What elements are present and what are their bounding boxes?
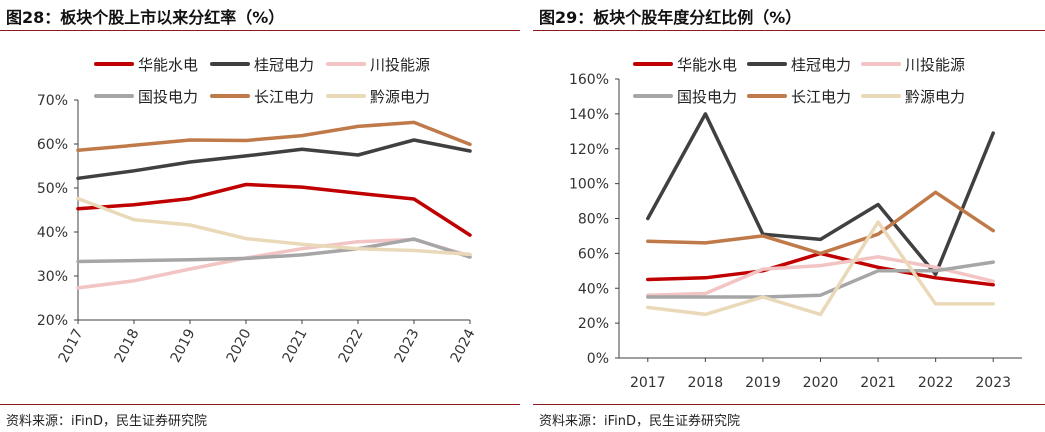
series-line-4: [76, 237, 472, 264]
y-tick-label: 20%: [37, 313, 68, 329]
x-tick-label: 2020: [803, 375, 839, 391]
y-tick-label: 30%: [37, 269, 68, 285]
y-tick-label: 140%: [569, 107, 609, 123]
x-tick-label: 2019: [745, 375, 781, 391]
y-tick-label: 0%: [587, 351, 609, 367]
x-tick-label: 2024: [448, 326, 479, 365]
annual-dividend-ratio-chart: 0% 20% 40% 60% 80% 100% 120% 140% 160% 2017 2018 20…: [569, 56, 1022, 391]
series-line-1: [76, 182, 472, 237]
series-line-2: [646, 112, 995, 277]
chart-title: 图29：板块个股年度分红比例（%）: [539, 8, 802, 27]
legend-label: 川投能源: [905, 56, 965, 74]
x-tick-label: 2023: [392, 326, 423, 365]
series-line-6: [76, 196, 472, 257]
legend-label: 华能水电: [138, 56, 198, 74]
legend-label: 桂冠电力: [254, 56, 314, 74]
y-tick-label: 50%: [37, 181, 68, 197]
legend-label: 长江电力: [254, 88, 314, 106]
x-tick-label: 2017: [56, 326, 87, 365]
source-note: 资料来源：iFinD，民生证券研究院: [539, 414, 741, 429]
series-line-6: [646, 220, 995, 317]
legend-label: 国投电力: [677, 88, 737, 106]
x-tick-label: 2020: [224, 326, 255, 365]
panel-dividend-since-listing: 图28：板块个股上市以来分红率（%） 20% 30% 40% 50% 60% 70% 201…: [0, 0, 520, 432]
series-line-5: [646, 190, 995, 256]
series-line-3: [646, 255, 995, 297]
x-tick-label: 2021: [280, 326, 311, 365]
legend-label: 国投电力: [138, 88, 198, 106]
title-divider: [0, 30, 520, 31]
legend-label: 黔源电力: [370, 88, 430, 106]
y-tick-label: 100%: [569, 177, 609, 193]
panel-annual-dividend-ratio: 图29：板块个股年度分红比例（%） 0% 20% 40% 60% 80% 100% 120%…: [533, 0, 1045, 432]
source-divider: [533, 404, 1045, 405]
x-tick-label: 2018: [112, 326, 143, 365]
x-tick-label: 2023: [975, 375, 1011, 391]
y-tick-label: 40%: [37, 225, 68, 241]
source-note: 资料来源：iFinD，民生证券研究院: [6, 414, 208, 429]
x-tick-label: 2022: [918, 375, 954, 391]
title-divider: [533, 30, 1045, 31]
y-tick-label: 20%: [578, 316, 609, 332]
source-divider: [0, 404, 520, 405]
y-tick-label: 160%: [569, 72, 609, 88]
series-line-4: [646, 260, 995, 299]
legend-label: 华能水电: [677, 56, 737, 74]
legend-label: 川投能源: [370, 56, 430, 74]
y-tick-label: 60%: [578, 246, 609, 262]
legend-label: 桂冠电力: [791, 56, 851, 74]
x-tick-label: 2022: [336, 326, 367, 365]
x-tick-label: 2018: [688, 375, 724, 391]
series-line-2: [76, 138, 472, 181]
x-tick-label: 2021: [860, 375, 896, 391]
y-tick-label: 40%: [578, 281, 609, 297]
chart-title: 图28：板块个股上市以来分红率（%）: [6, 8, 285, 27]
legend-label: 黔源电力: [905, 88, 965, 106]
series-line-3: [76, 237, 472, 290]
y-tick-label: 60%: [37, 137, 68, 153]
x-tick-label: 2017: [630, 375, 666, 391]
dividend-since-listing-chart: 20% 30% 40% 50% 60% 70% 2017 2018 2019 2020 2021 20…: [37, 56, 479, 365]
y-tick-label: 80%: [578, 212, 609, 228]
series-line-5: [76, 120, 472, 152]
y-tick-label: 120%: [569, 142, 609, 158]
x-tick-label: 2019: [168, 326, 199, 365]
y-tick-label: 70%: [37, 93, 68, 109]
legend-label: 长江电力: [791, 88, 851, 106]
